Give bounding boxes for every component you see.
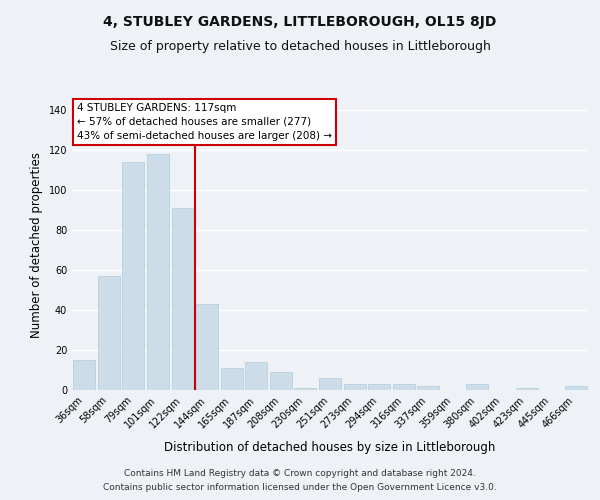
Bar xyxy=(515,388,538,390)
Bar xyxy=(295,388,316,390)
Bar xyxy=(466,384,488,390)
Bar xyxy=(73,360,95,390)
Bar xyxy=(344,384,365,390)
Y-axis label: Number of detached properties: Number of detached properties xyxy=(30,152,43,338)
Text: Size of property relative to detached houses in Littleborough: Size of property relative to detached ho… xyxy=(110,40,490,53)
Bar xyxy=(565,386,587,390)
Bar xyxy=(270,372,292,390)
Bar xyxy=(196,304,218,390)
Bar xyxy=(221,368,243,390)
Bar xyxy=(319,378,341,390)
Bar xyxy=(392,384,415,390)
Text: 4 STUBLEY GARDENS: 117sqm
← 57% of detached houses are smaller (277)
43% of semi: 4 STUBLEY GARDENS: 117sqm ← 57% of detac… xyxy=(77,103,332,141)
Bar xyxy=(368,384,390,390)
X-axis label: Distribution of detached houses by size in Littleborough: Distribution of detached houses by size … xyxy=(164,441,496,454)
Bar xyxy=(417,386,439,390)
Bar xyxy=(122,162,145,390)
Text: 4, STUBLEY GARDENS, LITTLEBOROUGH, OL15 8JD: 4, STUBLEY GARDENS, LITTLEBOROUGH, OL15 … xyxy=(103,15,497,29)
Text: Contains HM Land Registry data © Crown copyright and database right 2024.: Contains HM Land Registry data © Crown c… xyxy=(124,468,476,477)
Bar xyxy=(147,154,169,390)
Text: Contains public sector information licensed under the Open Government Licence v3: Contains public sector information licen… xyxy=(103,484,497,492)
Bar xyxy=(245,362,268,390)
Bar xyxy=(98,276,120,390)
Bar xyxy=(172,208,194,390)
